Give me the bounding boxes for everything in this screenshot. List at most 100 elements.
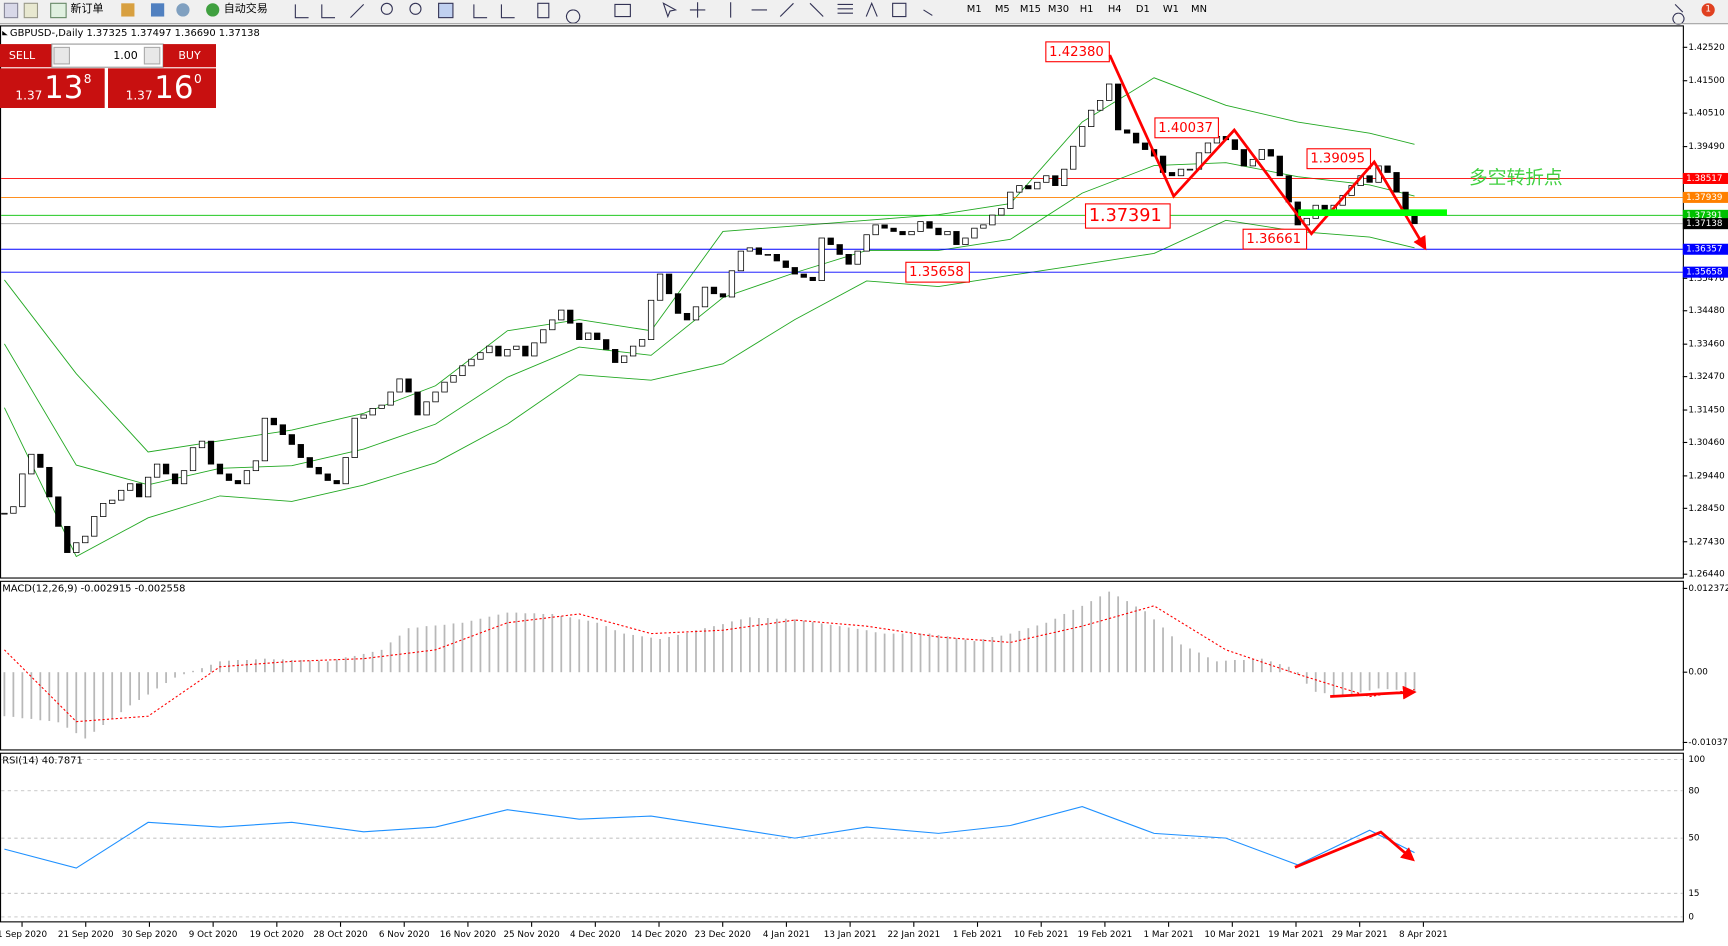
x-tick-label: 10 Feb 2021 bbox=[1014, 930, 1069, 940]
candle bbox=[881, 224, 888, 229]
candle bbox=[279, 424, 286, 435]
toolbar-border bbox=[0, 23, 1728, 25]
candle bbox=[1106, 83, 1113, 101]
lot-up[interactable] bbox=[143, 46, 161, 65]
candle bbox=[306, 457, 313, 468]
y-tick-label: 1.39490 bbox=[1688, 142, 1725, 152]
timeframe-button[interactable]: MN bbox=[1191, 4, 1207, 15]
tool-icon[interactable] bbox=[3, 2, 19, 19]
auto-trading-button[interactable]: 自动交易 bbox=[224, 1, 268, 15]
candle bbox=[836, 244, 843, 255]
notification-badge[interactable] bbox=[1701, 3, 1715, 17]
candle bbox=[692, 306, 700, 321]
auto-trading-icon[interactable] bbox=[206, 3, 220, 17]
chart-type-icons[interactable] bbox=[294, 4, 365, 19]
sell-pips: 13 bbox=[44, 70, 83, 106]
chart-arrow bbox=[2, 30, 8, 36]
toolbar bbox=[0, 0, 1728, 24]
new-order-button[interactable]: 新订单 bbox=[71, 1, 104, 15]
y-tick-label: 0.00 bbox=[1688, 668, 1708, 678]
sell-button[interactable] bbox=[0, 44, 52, 68]
candle bbox=[764, 254, 771, 256]
macd-divergence-arrow bbox=[1330, 685, 1417, 700]
candle bbox=[782, 260, 789, 268]
candle bbox=[513, 345, 520, 350]
zoom-in[interactable] bbox=[380, 2, 393, 15]
candle bbox=[468, 358, 475, 367]
sell-fraction: 8 bbox=[84, 72, 92, 86]
y-tick-label: 1.28450 bbox=[1688, 504, 1725, 514]
rsi-line bbox=[4, 806, 1415, 869]
timeframe-button[interactable]: W1 bbox=[1163, 4, 1179, 15]
y-tick-label: 1.27430 bbox=[1688, 537, 1725, 547]
candle bbox=[378, 404, 385, 409]
timeframe-button[interactable]: D1 bbox=[1136, 4, 1150, 15]
candle bbox=[189, 447, 197, 472]
buy-label[interactable]: BUY bbox=[178, 49, 201, 62]
timeframe-button[interactable]: H4 bbox=[1108, 4, 1122, 15]
x-tick-label: 30 Sep 2020 bbox=[122, 930, 178, 940]
candle bbox=[1204, 142, 1212, 154]
price-panel bbox=[0, 25, 1684, 579]
lot-down[interactable] bbox=[53, 46, 70, 65]
candle bbox=[1061, 168, 1068, 186]
price-level-tag bbox=[1682, 243, 1728, 255]
candle bbox=[935, 227, 942, 236]
price-level-label: 1.37939 bbox=[1686, 193, 1722, 203]
candle bbox=[405, 378, 412, 393]
candle bbox=[1123, 129, 1131, 134]
drawing-tools[interactable] bbox=[662, 1, 933, 19]
tool-icon[interactable] bbox=[150, 3, 165, 17]
candle bbox=[1034, 181, 1041, 190]
buy-button[interactable] bbox=[163, 44, 216, 68]
y-tick-label: 0 bbox=[1688, 912, 1694, 922]
candle bbox=[127, 483, 134, 491]
candle bbox=[953, 231, 960, 245]
candle bbox=[899, 231, 906, 236]
buy-price[interactable] bbox=[108, 68, 216, 109]
lot-value[interactable]: 1.00 bbox=[113, 49, 138, 62]
candle bbox=[252, 460, 260, 472]
candle bbox=[1052, 175, 1059, 186]
tool-icons[interactable] bbox=[473, 2, 631, 24]
price-annotation: 1.37391 bbox=[1089, 206, 1162, 226]
tool-icon[interactable] bbox=[121, 3, 135, 17]
candle bbox=[656, 273, 664, 301]
candle bbox=[243, 470, 251, 485]
x-tick-label: 22 Jan 2021 bbox=[887, 930, 940, 940]
zoom-out[interactable] bbox=[409, 2, 422, 15]
sell-label[interactable]: SELL bbox=[9, 49, 36, 62]
candle bbox=[333, 480, 340, 485]
tile-windows[interactable] bbox=[438, 2, 454, 19]
candle bbox=[100, 503, 107, 517]
candle bbox=[153, 463, 161, 478]
turning-point-note: 多空转折点 bbox=[1469, 168, 1563, 189]
candle bbox=[504, 349, 511, 357]
new-order-icon[interactable] bbox=[50, 2, 67, 19]
timeframe-button[interactable]: H1 bbox=[1080, 4, 1094, 15]
rsi-panel bbox=[0, 752, 1684, 923]
candle bbox=[773, 254, 780, 262]
x-tick-label: 16 Nov 2020 bbox=[440, 930, 497, 940]
candle bbox=[423, 401, 430, 416]
tool-icon[interactable] bbox=[176, 3, 190, 17]
candle bbox=[432, 391, 439, 403]
candle bbox=[737, 250, 745, 272]
candle bbox=[1025, 185, 1032, 190]
timeframe-button[interactable]: M5 bbox=[995, 4, 1010, 15]
candle bbox=[486, 345, 493, 354]
timeframe-button[interactable]: M1 bbox=[967, 4, 982, 15]
bollinger-lower bbox=[4, 219, 1415, 558]
timeframe-button[interactable]: M15 bbox=[1020, 4, 1041, 15]
candle bbox=[198, 440, 206, 449]
candle bbox=[944, 231, 951, 236]
timeframe-button[interactable]: M30 bbox=[1048, 4, 1069, 15]
y-tick-label: 80 bbox=[1688, 786, 1700, 796]
candle bbox=[46, 466, 53, 498]
sell-price[interactable] bbox=[0, 68, 105, 109]
tool-icon[interactable] bbox=[23, 2, 39, 19]
candle bbox=[971, 227, 978, 239]
candle bbox=[989, 214, 996, 226]
price-annotation-box bbox=[1045, 41, 1110, 63]
x-tick-label: 28 Oct 2020 bbox=[313, 930, 368, 940]
